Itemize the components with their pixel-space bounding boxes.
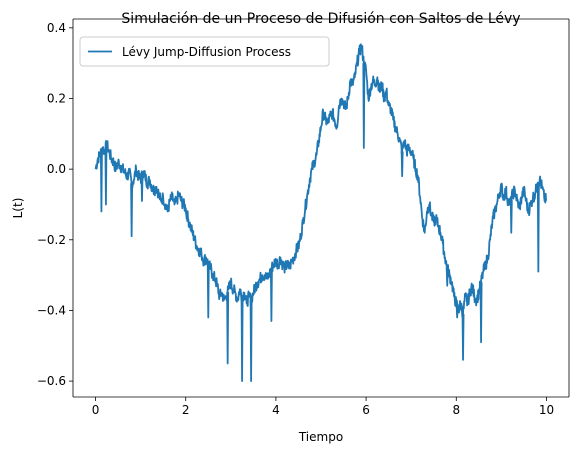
series-jump-spike [249,299,253,382]
y-tick-label: −0.6 [37,374,66,388]
series-jump-spike [509,200,513,234]
y-axis-ticks: −0.6 −0.4 −0.2 0.0 0.2 0.4 [37,21,73,388]
chart-title: Simulación de un Proceso de Difusión con… [121,11,520,27]
series-jump-spike [240,296,244,382]
y-axis-label: L(t) [11,198,25,219]
y-tick-label: −0.4 [37,303,66,317]
series-jump-spike [536,181,540,273]
legend: Lévy Jump-Diffusion Process [79,36,330,67]
axes-frame [72,18,570,398]
series-jump-spike [362,63,366,149]
series-jump-spike [479,282,483,344]
series-jump-spike [269,268,273,322]
legend-box [79,36,330,67]
x-tick-label: 0 [92,403,100,417]
series-jump-spike [461,313,465,361]
y-tick-label: 0.2 [47,91,66,105]
series-jump-spike [226,292,230,365]
y-tick-label: 0.0 [47,162,66,176]
x-axis-label: Tiempo [298,430,343,444]
series-jump-spike [99,150,103,213]
series-jump-spike [400,151,404,178]
x-tick-label: 10 [539,403,554,417]
series-jump-spike [140,175,144,202]
series-jump-spike [445,268,449,287]
y-tick-label: −0.2 [37,233,66,247]
series-jump-spike [185,212,189,220]
series-line-levy [94,43,547,318]
plot-area [73,19,569,397]
x-tick-label: 6 [362,403,370,417]
series-jump-spike [104,147,108,206]
legend-entry-label: Lévy Jump-Diffusion Process [122,45,291,59]
x-axis-ticks: 0 2 4 6 8 10 [92,397,554,417]
x-tick-label: 8 [452,403,460,417]
series-jump-spike [455,306,459,319]
x-tick-label: 2 [182,403,190,417]
x-tick-label: 4 [272,403,280,417]
series-group [94,43,547,382]
y-tick-label: 0.4 [47,21,66,35]
series-jump-spike [130,183,134,238]
series-jump-spike [206,264,210,319]
